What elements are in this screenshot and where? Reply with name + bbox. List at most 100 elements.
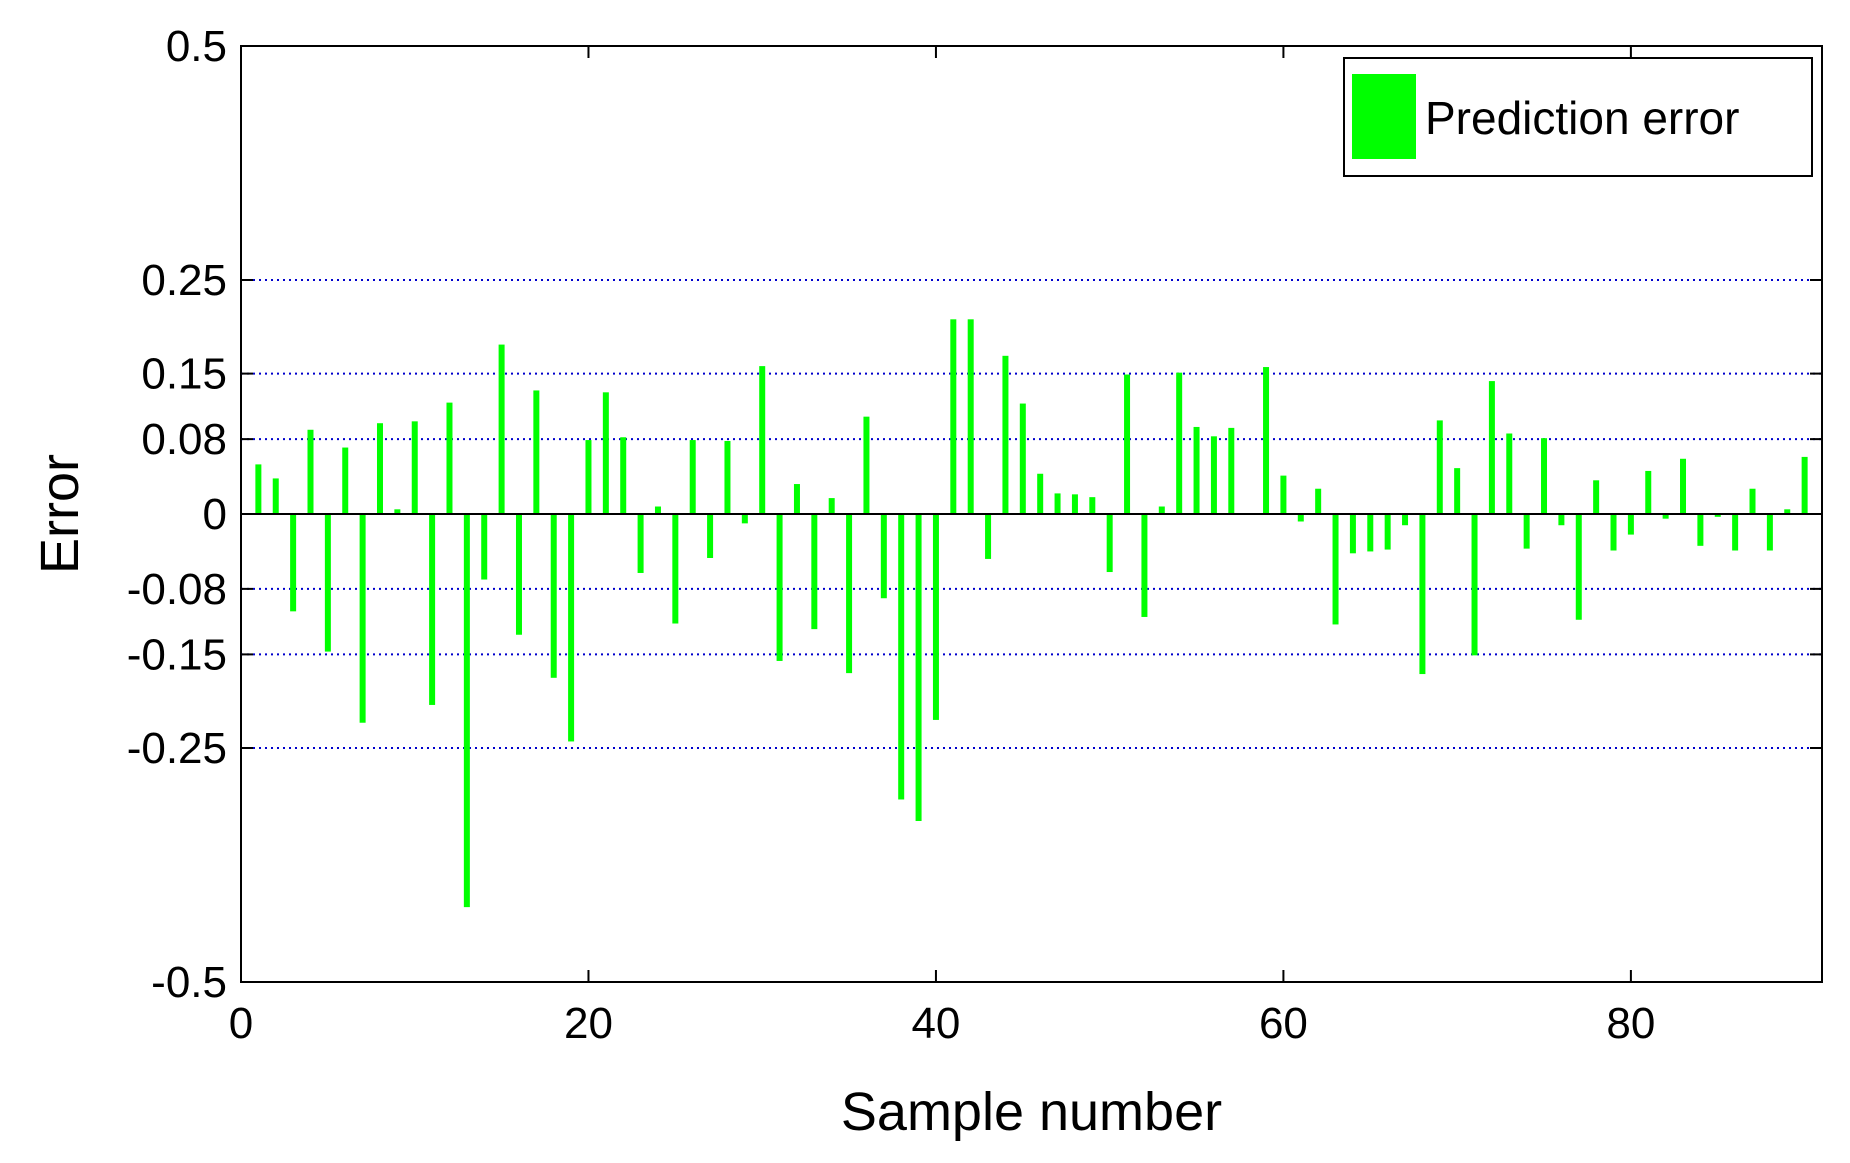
bar <box>1645 470 1652 514</box>
bar <box>1297 514 1304 522</box>
bar <box>1523 514 1530 549</box>
bar <box>846 514 853 674</box>
bar <box>985 514 992 559</box>
bar <box>1158 506 1165 514</box>
bar <box>411 421 418 514</box>
bar <box>654 506 661 514</box>
y-axis-title: Error <box>30 454 90 574</box>
bar <box>342 447 349 514</box>
bar <box>915 514 922 822</box>
bar <box>1384 514 1391 550</box>
bar <box>1593 480 1600 514</box>
bar <box>1367 514 1374 552</box>
bar <box>759 366 766 514</box>
bar <box>394 509 401 514</box>
bar <box>515 514 522 635</box>
bar <box>585 440 592 514</box>
bar <box>637 514 644 573</box>
bar <box>1210 436 1217 514</box>
bar <box>1732 514 1739 551</box>
bar <box>1749 488 1756 514</box>
bar <box>1419 514 1426 675</box>
bar <box>932 514 939 720</box>
bar <box>602 392 609 514</box>
bar <box>1228 427 1235 514</box>
bar <box>1541 438 1548 514</box>
bar <box>1454 468 1461 514</box>
bar <box>1784 509 1791 514</box>
bar <box>307 429 314 514</box>
y-tick-label: 0.08 <box>141 415 227 464</box>
bar <box>255 464 262 514</box>
legend: Prediction error <box>1343 57 1813 177</box>
bar <box>429 514 436 705</box>
y-tick-label: 0.15 <box>141 350 227 399</box>
bar <box>1471 514 1478 656</box>
bar <box>359 514 366 723</box>
legend-swatch <box>1352 74 1416 159</box>
legend-box <box>1343 57 1813 177</box>
bar <box>724 440 731 514</box>
bar <box>1801 456 1808 514</box>
bar <box>1575 514 1582 620</box>
bar <box>1037 473 1044 514</box>
bar <box>863 416 870 514</box>
bar <box>463 514 470 908</box>
bar <box>1436 420 1443 514</box>
x-axis-ticks: 0 20 40 60 80 <box>229 46 1655 1048</box>
bar <box>898 514 905 800</box>
bar <box>828 498 835 514</box>
bar <box>741 514 748 524</box>
bar <box>1766 514 1773 551</box>
bar <box>1349 514 1356 554</box>
bar <box>1315 488 1322 514</box>
bar <box>1176 372 1183 514</box>
x-axis-title: Sample number <box>841 1082 1222 1142</box>
bar <box>793 484 800 514</box>
y-tick-label: -0.25 <box>127 724 227 773</box>
bar <box>811 514 818 630</box>
bar <box>1263 367 1270 514</box>
bar <box>1124 374 1131 514</box>
x-tick-label: 40 <box>911 999 960 1048</box>
bar <box>880 514 887 599</box>
bar <box>1054 493 1061 514</box>
bar <box>1002 355 1009 514</box>
bar <box>950 319 957 514</box>
y-tick-label: 0.25 <box>141 256 227 305</box>
bar <box>1697 514 1704 546</box>
bar <box>1714 514 1721 517</box>
bar <box>446 402 453 514</box>
bar <box>272 478 279 514</box>
y-tick-label: 0 <box>203 490 227 539</box>
y-tick-label: -0.15 <box>127 630 227 679</box>
bar <box>1627 514 1634 535</box>
legend-label: Prediction error <box>1425 92 1739 144</box>
bar <box>550 514 557 678</box>
bar <box>290 514 297 612</box>
bar <box>1332 514 1339 625</box>
x-tick-label: 60 <box>1259 999 1308 1048</box>
bar <box>1488 381 1495 514</box>
bar <box>776 514 783 661</box>
bar <box>1089 497 1096 514</box>
bar <box>620 437 627 514</box>
bar <box>498 344 505 514</box>
bar <box>1106 514 1113 573</box>
bar <box>376 423 383 514</box>
bar <box>568 514 575 742</box>
bar <box>1558 514 1565 526</box>
bar <box>1506 433 1513 514</box>
bar <box>1280 475 1287 514</box>
y-tick-label: -0.08 <box>127 565 227 614</box>
bar <box>1019 403 1026 514</box>
bar <box>1680 458 1687 514</box>
x-tick-label: 20 <box>564 999 613 1048</box>
bar <box>1610 514 1617 551</box>
y-axis-ticks: -0.5 -0.25 -0.15 -0.08 0 0.08 0.15 0.25 0.5 <box>127 22 1822 1007</box>
bar <box>1402 514 1409 526</box>
bar <box>672 514 679 624</box>
bar <box>707 514 714 558</box>
y-tick-label: -0.5 <box>151 958 227 1007</box>
